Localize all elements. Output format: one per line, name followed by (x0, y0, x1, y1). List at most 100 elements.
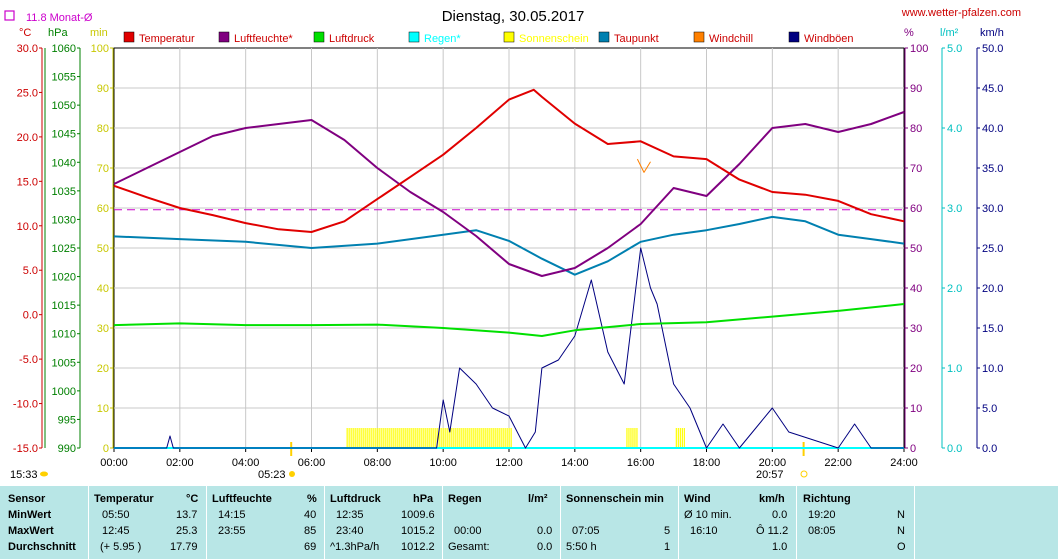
header-temperature: Temperatur (94, 493, 154, 505)
sunshine-value: 5 (664, 525, 671, 537)
pct-tick: 70 (910, 163, 922, 175)
stats-table: Sensor Temperatur °C Luftfeuchte % Luftd… (0, 486, 1058, 559)
legend-swatch (408, 31, 420, 43)
pct-tick: 90 (910, 83, 922, 95)
rain-tick: 3.0 (947, 203, 962, 215)
header-wind-unit: km/h (759, 493, 785, 505)
temp-value: 17.79 (170, 541, 198, 553)
legend-swatch (123, 31, 135, 43)
header-sunshine: Sonnenschein min (566, 493, 664, 505)
min-tick: 40 (97, 283, 109, 295)
legend-swatch (503, 31, 515, 43)
header-rain: Regen (448, 493, 482, 505)
sunshine-value: 1 (664, 541, 671, 553)
wind-tick: 25.0 (982, 243, 1003, 255)
legend-label: Sonnenschein (519, 33, 589, 45)
time-tick-label: 16:00 (627, 457, 655, 469)
rain-tick: 0.0 (947, 443, 962, 455)
col-divider (88, 486, 89, 559)
month-avg-label: 11.8 Monat-Ø (26, 12, 93, 24)
hpa-unit: hPa (48, 27, 68, 39)
rain-value: 0.0 (537, 525, 553, 537)
legend-label: Windchill (709, 33, 753, 45)
hpa-tick: 1010 (52, 329, 76, 341)
header-rain-unit: l/m² (528, 493, 548, 505)
hpa-tick: 1020 (52, 272, 76, 284)
time-tick-label: 02:00 (166, 457, 194, 469)
site-url: www.wetter-pfalzen.com (901, 7, 1021, 19)
wind-tick: 5.0 (982, 403, 997, 415)
min-tick: 30 (97, 323, 109, 335)
min-tick: 0 (103, 443, 109, 455)
temp-tick: 15.0 (17, 176, 38, 188)
sunshine-time: 07:05 (572, 525, 600, 537)
humidity-value: 69 (304, 541, 317, 553)
hpa-tick: 1045 (52, 129, 76, 141)
direction-value: N (897, 509, 905, 521)
pct-tick: 40 (910, 283, 922, 295)
hpa-tick: 990 (58, 443, 76, 455)
min-tick: 50 (97, 243, 109, 255)
sunset-icon (800, 470, 808, 478)
temperature-line (113, 88, 905, 233)
min-tick: 10 (97, 403, 109, 415)
legend-swatch (218, 31, 230, 43)
header-pressure-unit: hPa (413, 493, 434, 505)
col-divider (324, 486, 325, 559)
hpa-tick: 1060 (52, 43, 76, 55)
time-tick-label: 22:00 (824, 457, 852, 469)
temp-time: 12:45 (102, 525, 130, 537)
wind-tick: 45.0 (982, 83, 1003, 95)
time-tick-label: 04:00 (232, 457, 260, 469)
wind-tick: 35.0 (982, 163, 1003, 175)
pct-tick: 50 (910, 243, 922, 255)
header-sensor: Sensor (8, 493, 46, 505)
temp-tick: 0.0 (23, 310, 38, 322)
pressure-time: 12:35 (336, 509, 364, 521)
hpa-tick: 1030 (52, 214, 76, 226)
temp-time: 05:50 (102, 509, 130, 521)
sunset-label: 20:57 (756, 469, 784, 481)
legend-swatch (598, 31, 610, 43)
time-tick-label: 18:00 (693, 457, 721, 469)
legend-label: Taupunkt (614, 33, 659, 45)
humidity-time: 23:55 (218, 525, 246, 537)
legend-swatch (313, 31, 325, 43)
wind-tick: 50.0 (982, 43, 1003, 55)
wind-gusts-line (114, 247, 904, 449)
pressure-value: 1009.6 (401, 509, 435, 521)
wind-tick: 40.0 (982, 123, 1003, 135)
time-tick-label: 24:00 (890, 457, 918, 469)
legend-label: Regen* (424, 33, 461, 45)
chart-static (39, 47, 980, 456)
time-tick-label: 08:00 (364, 457, 392, 469)
wind-tick: 10.0 (982, 363, 1003, 375)
time-tick-label: 10:00 (429, 457, 457, 469)
row-label: Durchschnitt (8, 541, 76, 553)
hpa-tick: 1000 (52, 386, 76, 398)
pct-tick: 20 (910, 363, 922, 375)
temp-unit: °C (19, 27, 31, 39)
hpa-tick: 1015 (52, 300, 76, 312)
sunrise-label: 05:23 (258, 469, 286, 481)
header-temperature-unit: °C (186, 493, 199, 505)
hpa-tick: 1035 (52, 186, 76, 198)
legend-label: Temperatur (139, 33, 195, 45)
pressure-time: 23:40 (336, 525, 364, 537)
pct-tick: 100 (910, 43, 928, 55)
hpa-tick: 1040 (52, 157, 76, 169)
pressure-line (113, 303, 905, 337)
rain-value: 0.0 (537, 541, 553, 553)
temp-value: 25.3 (176, 525, 198, 537)
header-wind: Wind (684, 493, 711, 505)
col-divider (796, 486, 797, 559)
header-pressure: Luftdruck (330, 493, 381, 505)
direction-time: 08:05 (808, 525, 836, 537)
wind-tick: 0.0 (982, 443, 997, 455)
temp-tick: -10.0 (13, 399, 38, 411)
time-tick-label: 06:00 (298, 457, 326, 469)
wind-value: 1.0 (772, 541, 788, 553)
col-divider (560, 486, 561, 559)
month-avg-marker (4, 10, 15, 21)
legend-label: Luftfeuchte* (234, 33, 293, 45)
